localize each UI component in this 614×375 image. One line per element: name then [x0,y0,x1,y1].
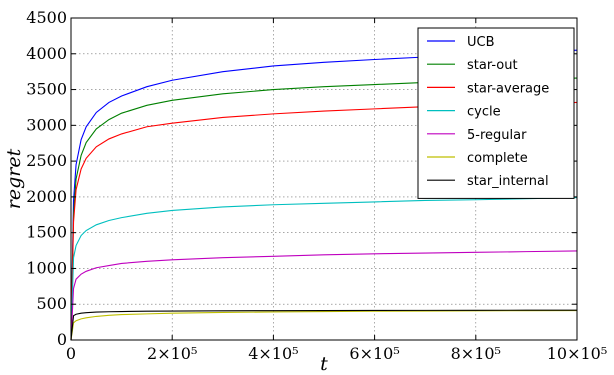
legend-label: star_internal [467,174,549,189]
y-tick-label: 4000 [26,44,67,63]
legend-label: complete [467,151,528,166]
x-tick-label: 4×10⁵ [248,344,298,363]
y-tick-label: 1500 [26,223,67,242]
legend-box [417,27,575,199]
plot-frame [70,17,578,341]
x-tick-label: 8×10⁵ [451,344,501,363]
x-tick-label: 2×10⁵ [147,344,197,363]
y-tick-label: 4500 [26,8,67,27]
x-axis-label: t [320,353,328,375]
y-tick-label: 0 [57,330,67,349]
legend-label: UCB [467,35,495,50]
legend: UCB star-out star-average cycle 5-regular com… [417,27,575,199]
y-axis-label: regret [3,148,25,209]
grid-layer [71,18,577,340]
legend-label: star-out [467,58,518,73]
y-tick-label: 3500 [26,80,67,99]
y-tick-label: 2500 [26,151,67,170]
legend-label: 5-regular [467,128,527,143]
series-line-star_internal [70,309,578,341]
x-tick-label: 0 [66,344,76,363]
series-line-5-regular [70,250,578,341]
legend-label: star-average [467,81,549,96]
y-tick-label: 1000 [26,258,67,277]
tick-layer: 0 500 1000 1500 2000 2500 3000 3500 4000 4500 0 2×1… [26,8,607,363]
y-tick-label: 3000 [26,115,67,134]
series-line-complete [70,309,578,341]
y-tick-label: 2000 [26,187,67,206]
legend-label: cycle [467,105,501,120]
x-tick-label: 6×10⁵ [349,344,399,363]
series-line-cycle [70,197,578,341]
y-tick-label: 500 [36,294,67,313]
x-tick-label: 10×10⁵ [547,344,608,363]
